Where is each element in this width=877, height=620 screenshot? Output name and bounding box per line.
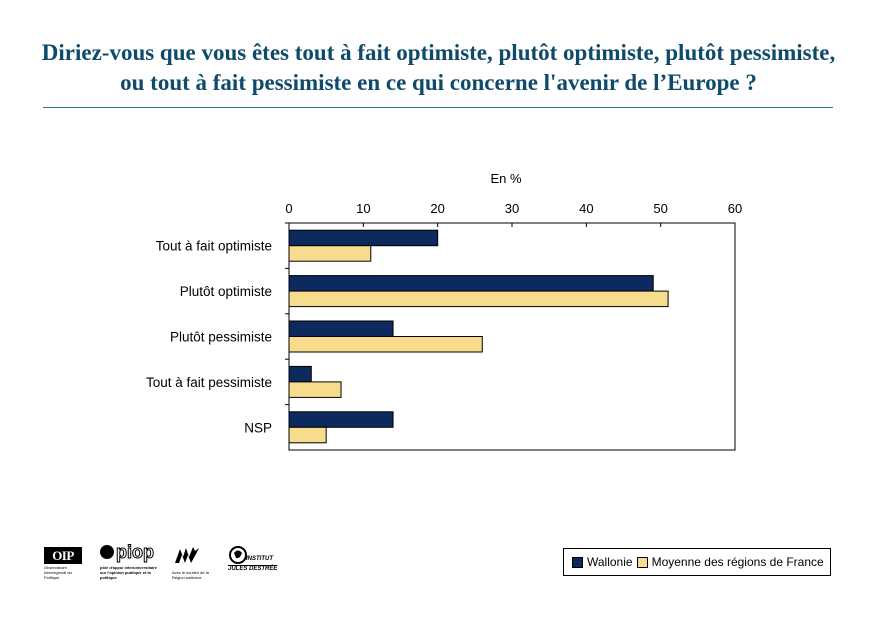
category-label: NSP [244,420,272,435]
bar-wallonie [288,275,654,292]
bar-wallonie [288,365,312,383]
x-tick-label: 60 [728,201,742,216]
page-title: Diriez-vous que vous êtes tout à fait op… [41,40,836,95]
piop-logo-mark: piop [116,542,155,562]
ijd-logo-line1: INSTITUT [246,556,273,562]
oip-logo-mark: OIP [44,547,82,564]
oip-logo-caption: Observatoire Interrégional du Politique [44,565,72,580]
chart-legend: Wallonie Moyenne des régions de France [563,548,831,576]
bar-france [288,290,669,308]
x-tick-label: 20 [430,201,444,216]
x-tick-label: 10 [356,201,370,216]
legend-label-france: Moyenne des régions de France [651,555,824,569]
region-logo-caption: Avec le soutien de la Région wallonne [172,570,209,580]
category-label: Plutôt pessimiste [170,330,272,345]
category-label: Tout à fait pessimiste [146,375,272,390]
category-label: Plutôt optimiste [180,284,272,299]
title-divider [43,107,833,108]
bar-wallonie [288,320,394,337]
ijd-logo-line2: JULES DESTRÉE [228,565,278,572]
x-tick-label: 50 [653,201,667,216]
category-label: Tout à fait optimiste [156,239,272,254]
legend-item-wallonie: Wallonie [572,555,633,569]
oip-logo: OIP Observatoire Interrégional du Politi… [44,547,88,580]
x-tick-label: 40 [579,201,593,216]
bar-wallonie [288,411,394,428]
x-tick-label: 0 [285,201,292,216]
legend-swatch-france [636,556,648,568]
legend-label-wallonie: Wallonie [587,555,633,569]
legend-item-france: Moyenne des régions de France [636,555,824,569]
bar-france [288,336,483,353]
bar-france [288,426,327,444]
x-tick-label: 30 [505,201,519,216]
ijd-emblem-icon [229,546,247,564]
partner-logos: OIP Observatoire Interrégional du Politi… [40,543,300,583]
legend-swatch-wallonie [572,556,583,568]
region-logo: Avec le soutien de la Région wallonne [172,545,212,580]
bar-france [288,245,372,262]
piop-logo: piop pôle d'appui interuniversitaire sur… [100,543,160,580]
rooster-icon [175,547,199,563]
piop-circle-icon [100,545,114,559]
x-axis-label: En % [490,171,522,186]
piop-logo-caption: pôle d'appui interuniversitaire sur l'op… [100,565,157,580]
bar-wallonie [288,229,439,247]
bar-france [288,381,342,398]
